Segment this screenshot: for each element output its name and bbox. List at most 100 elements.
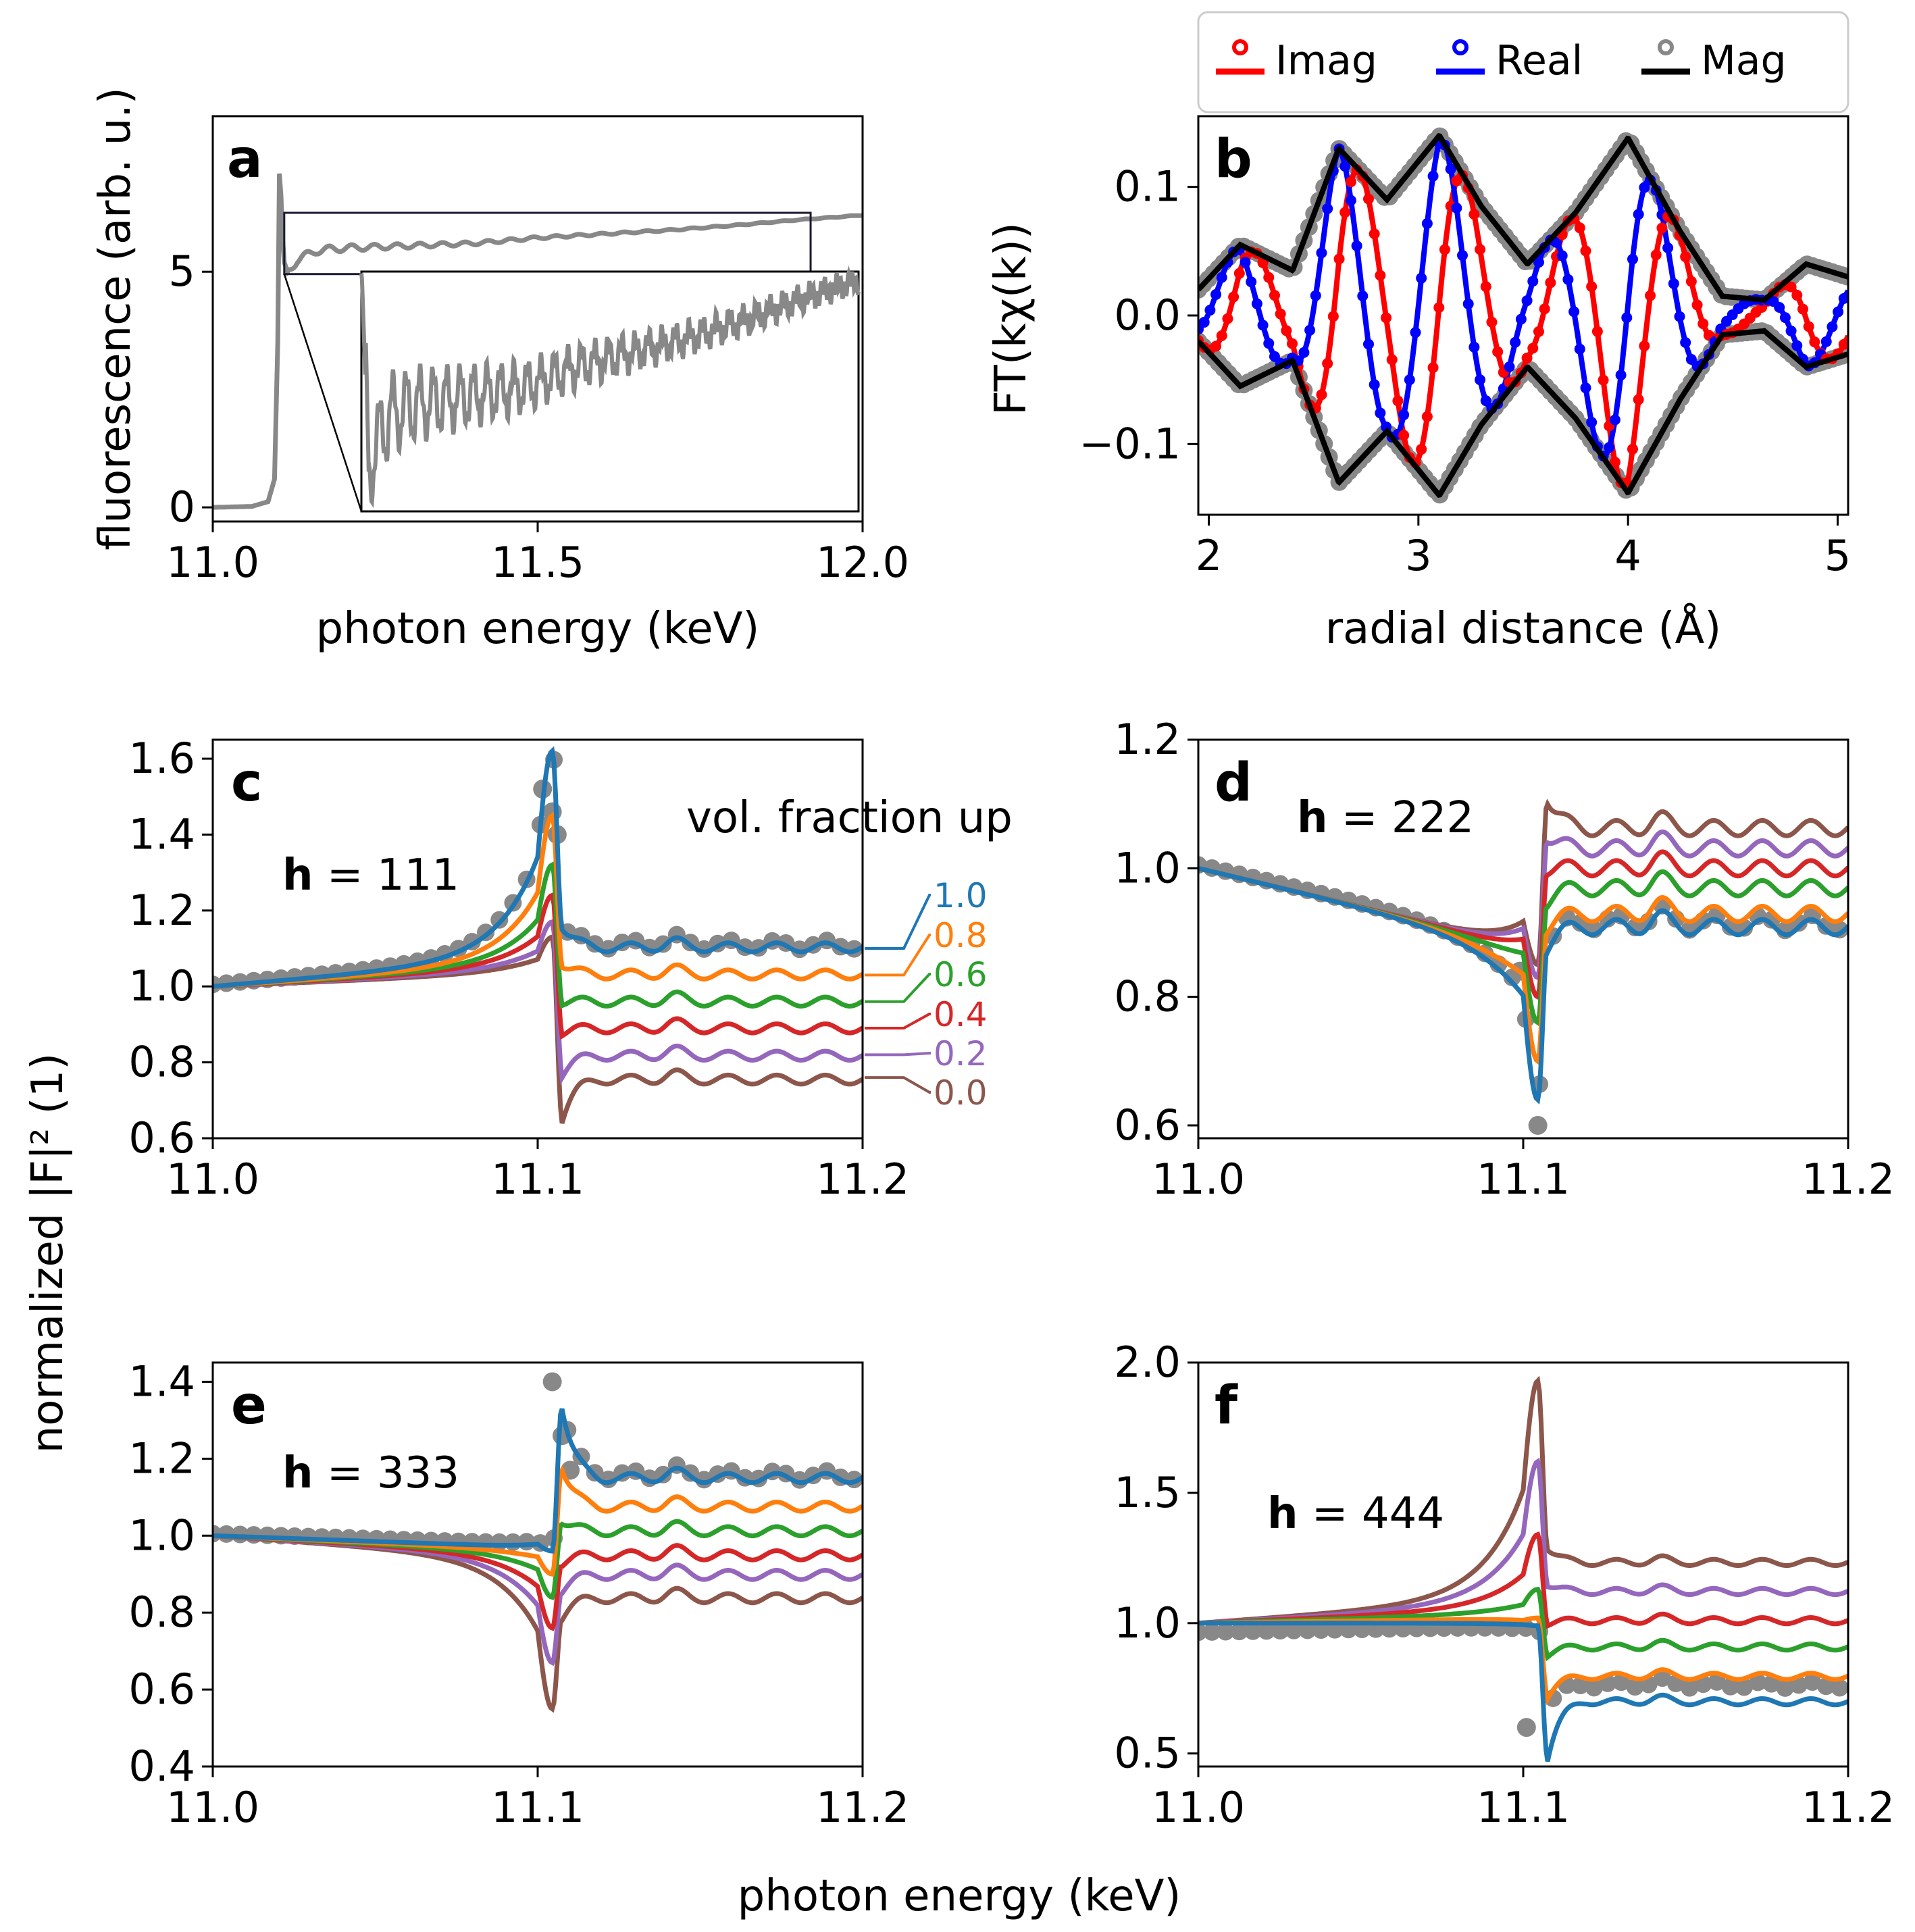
x-tick-label: 2 — [1196, 531, 1222, 580]
real-point — [1462, 298, 1474, 309]
real-point — [1257, 320, 1269, 331]
real-point — [1574, 343, 1585, 355]
real-point — [1398, 409, 1410, 421]
x-tick-label: 3 — [1405, 531, 1431, 580]
imag-point — [1475, 244, 1486, 255]
measured-point — [1817, 1677, 1835, 1696]
legend-real-marker — [1452, 39, 1469, 55]
plot-f-annotation: h = 444 — [1267, 1489, 1444, 1539]
real-point — [1791, 340, 1803, 351]
plot-e-data — [213, 1372, 863, 1713]
real-point — [1604, 442, 1615, 453]
imag-point — [1809, 336, 1820, 348]
measured-point — [1298, 1621, 1317, 1639]
fraction-label: 0.4 — [934, 995, 988, 1034]
real-point — [1410, 327, 1421, 338]
plot-a-ylabel: fluorescence (arb. u.) — [91, 87, 141, 550]
measured-point — [542, 1372, 562, 1392]
fraction-leader — [865, 1013, 931, 1029]
fraction-leader — [865, 894, 931, 950]
measured-point — [1749, 1673, 1767, 1692]
imag-point — [1427, 362, 1439, 374]
fraction-legend: 1.00.80.60.40.20.0 — [865, 876, 988, 1113]
x-tick-label: 11.2 — [816, 1783, 909, 1832]
y-tick-label: 1.6 — [128, 734, 195, 783]
y-tick-label: 0 — [169, 482, 195, 532]
imag-point — [1580, 245, 1591, 257]
plot-c-data — [213, 746, 863, 1124]
imag-point — [1398, 430, 1410, 441]
imag-point — [1680, 251, 1691, 263]
measured-point — [1516, 1718, 1536, 1737]
y-tick-label: 1.0 — [128, 961, 195, 1011]
plot-e-annotation: h = 333 — [282, 1448, 459, 1498]
y-tick-label: 1.0 — [128, 1510, 195, 1560]
real-point — [1633, 209, 1644, 220]
imag-point — [1416, 444, 1427, 455]
real-point — [1216, 272, 1227, 283]
plot-c-ticks: 11.0 11.1 11.2 0.6 0.8 1.0 1.2 1.4 1.6 — [128, 734, 909, 1204]
real-point — [1339, 161, 1351, 172]
real-point — [1820, 336, 1832, 347]
imag-point — [1691, 299, 1703, 311]
plot-b-xlabel: radial distance (Å) — [1325, 603, 1722, 654]
imag-point — [1591, 326, 1603, 337]
legend-mag-label: Mag — [1701, 37, 1787, 84]
real-point — [1533, 257, 1544, 268]
mag-line-negative — [1198, 328, 1848, 499]
y-tick-label: 0.0 — [1114, 290, 1181, 340]
imag-point — [1785, 281, 1797, 293]
real-point — [1369, 379, 1380, 390]
x-tick-label: 11.1 — [491, 1783, 584, 1832]
plot-c-annotation: h = 111 — [282, 850, 459, 900]
real-point — [1198, 317, 1210, 328]
panel-a: a 11.0 11.5 12.0 0 5 photon energy (keV) flu… — [91, 87, 909, 654]
real-point — [1263, 338, 1275, 349]
fraction-label: 0.2 — [934, 1034, 988, 1073]
y-tick-label: 0.6 — [128, 1113, 195, 1163]
measured-point — [1831, 1679, 1848, 1697]
real-point — [1304, 324, 1316, 336]
y-tick-label: 1.2 — [128, 886, 195, 935]
panel-e: e h = 333 11.0 11.1 11.2 0.4 0.6 0.8 1.0 1.2 1.4 — [128, 1356, 909, 1832]
real-point — [1240, 257, 1251, 268]
real-point — [1421, 218, 1433, 229]
imag-point — [1645, 290, 1656, 301]
fluorescence-line — [213, 173, 863, 510]
imag-point — [1381, 312, 1392, 324]
measured-point — [1612, 1673, 1631, 1692]
real-point — [1427, 170, 1439, 182]
imag-point — [1656, 222, 1668, 234]
imag-point — [1439, 244, 1450, 255]
measured-point — [1804, 1673, 1822, 1691]
measured-point — [1230, 1623, 1248, 1641]
real-point — [1510, 336, 1521, 348]
real-point — [1457, 250, 1469, 261]
plot-f-ticks: 11.0 11.1 11.2 0.5 1.0 1.5 2.0 — [1114, 1338, 1895, 1832]
real-point — [1615, 370, 1627, 381]
imag-point — [1609, 457, 1620, 468]
real-point — [1480, 395, 1491, 407]
real-point — [1680, 337, 1691, 349]
imag-point — [1421, 411, 1433, 422]
real-point — [1246, 276, 1257, 288]
panel-d-label: d — [1215, 753, 1252, 813]
fraction-label: 0.0 — [934, 1073, 988, 1113]
y-tick-label: 1.2 — [1114, 715, 1181, 764]
real-point — [1586, 417, 1598, 428]
measured-point — [1528, 1115, 1548, 1135]
y-tick-label: 5 — [169, 247, 195, 296]
measured-point — [1312, 1621, 1330, 1639]
imag-point — [1492, 346, 1504, 357]
real-point — [1621, 312, 1633, 324]
imag-point — [1433, 302, 1445, 313]
measured-point — [1258, 1622, 1276, 1640]
real-point — [1504, 361, 1515, 373]
mag-line — [1198, 132, 1848, 303]
plot-d-data — [1198, 798, 1848, 1135]
measured-point — [1735, 1678, 1754, 1696]
plot-b-ylabel: FT(kχ(k)) — [986, 222, 1036, 415]
imag-point — [1327, 311, 1339, 322]
imag-point — [1633, 394, 1644, 405]
x-tick-label: 5 — [1824, 531, 1851, 580]
